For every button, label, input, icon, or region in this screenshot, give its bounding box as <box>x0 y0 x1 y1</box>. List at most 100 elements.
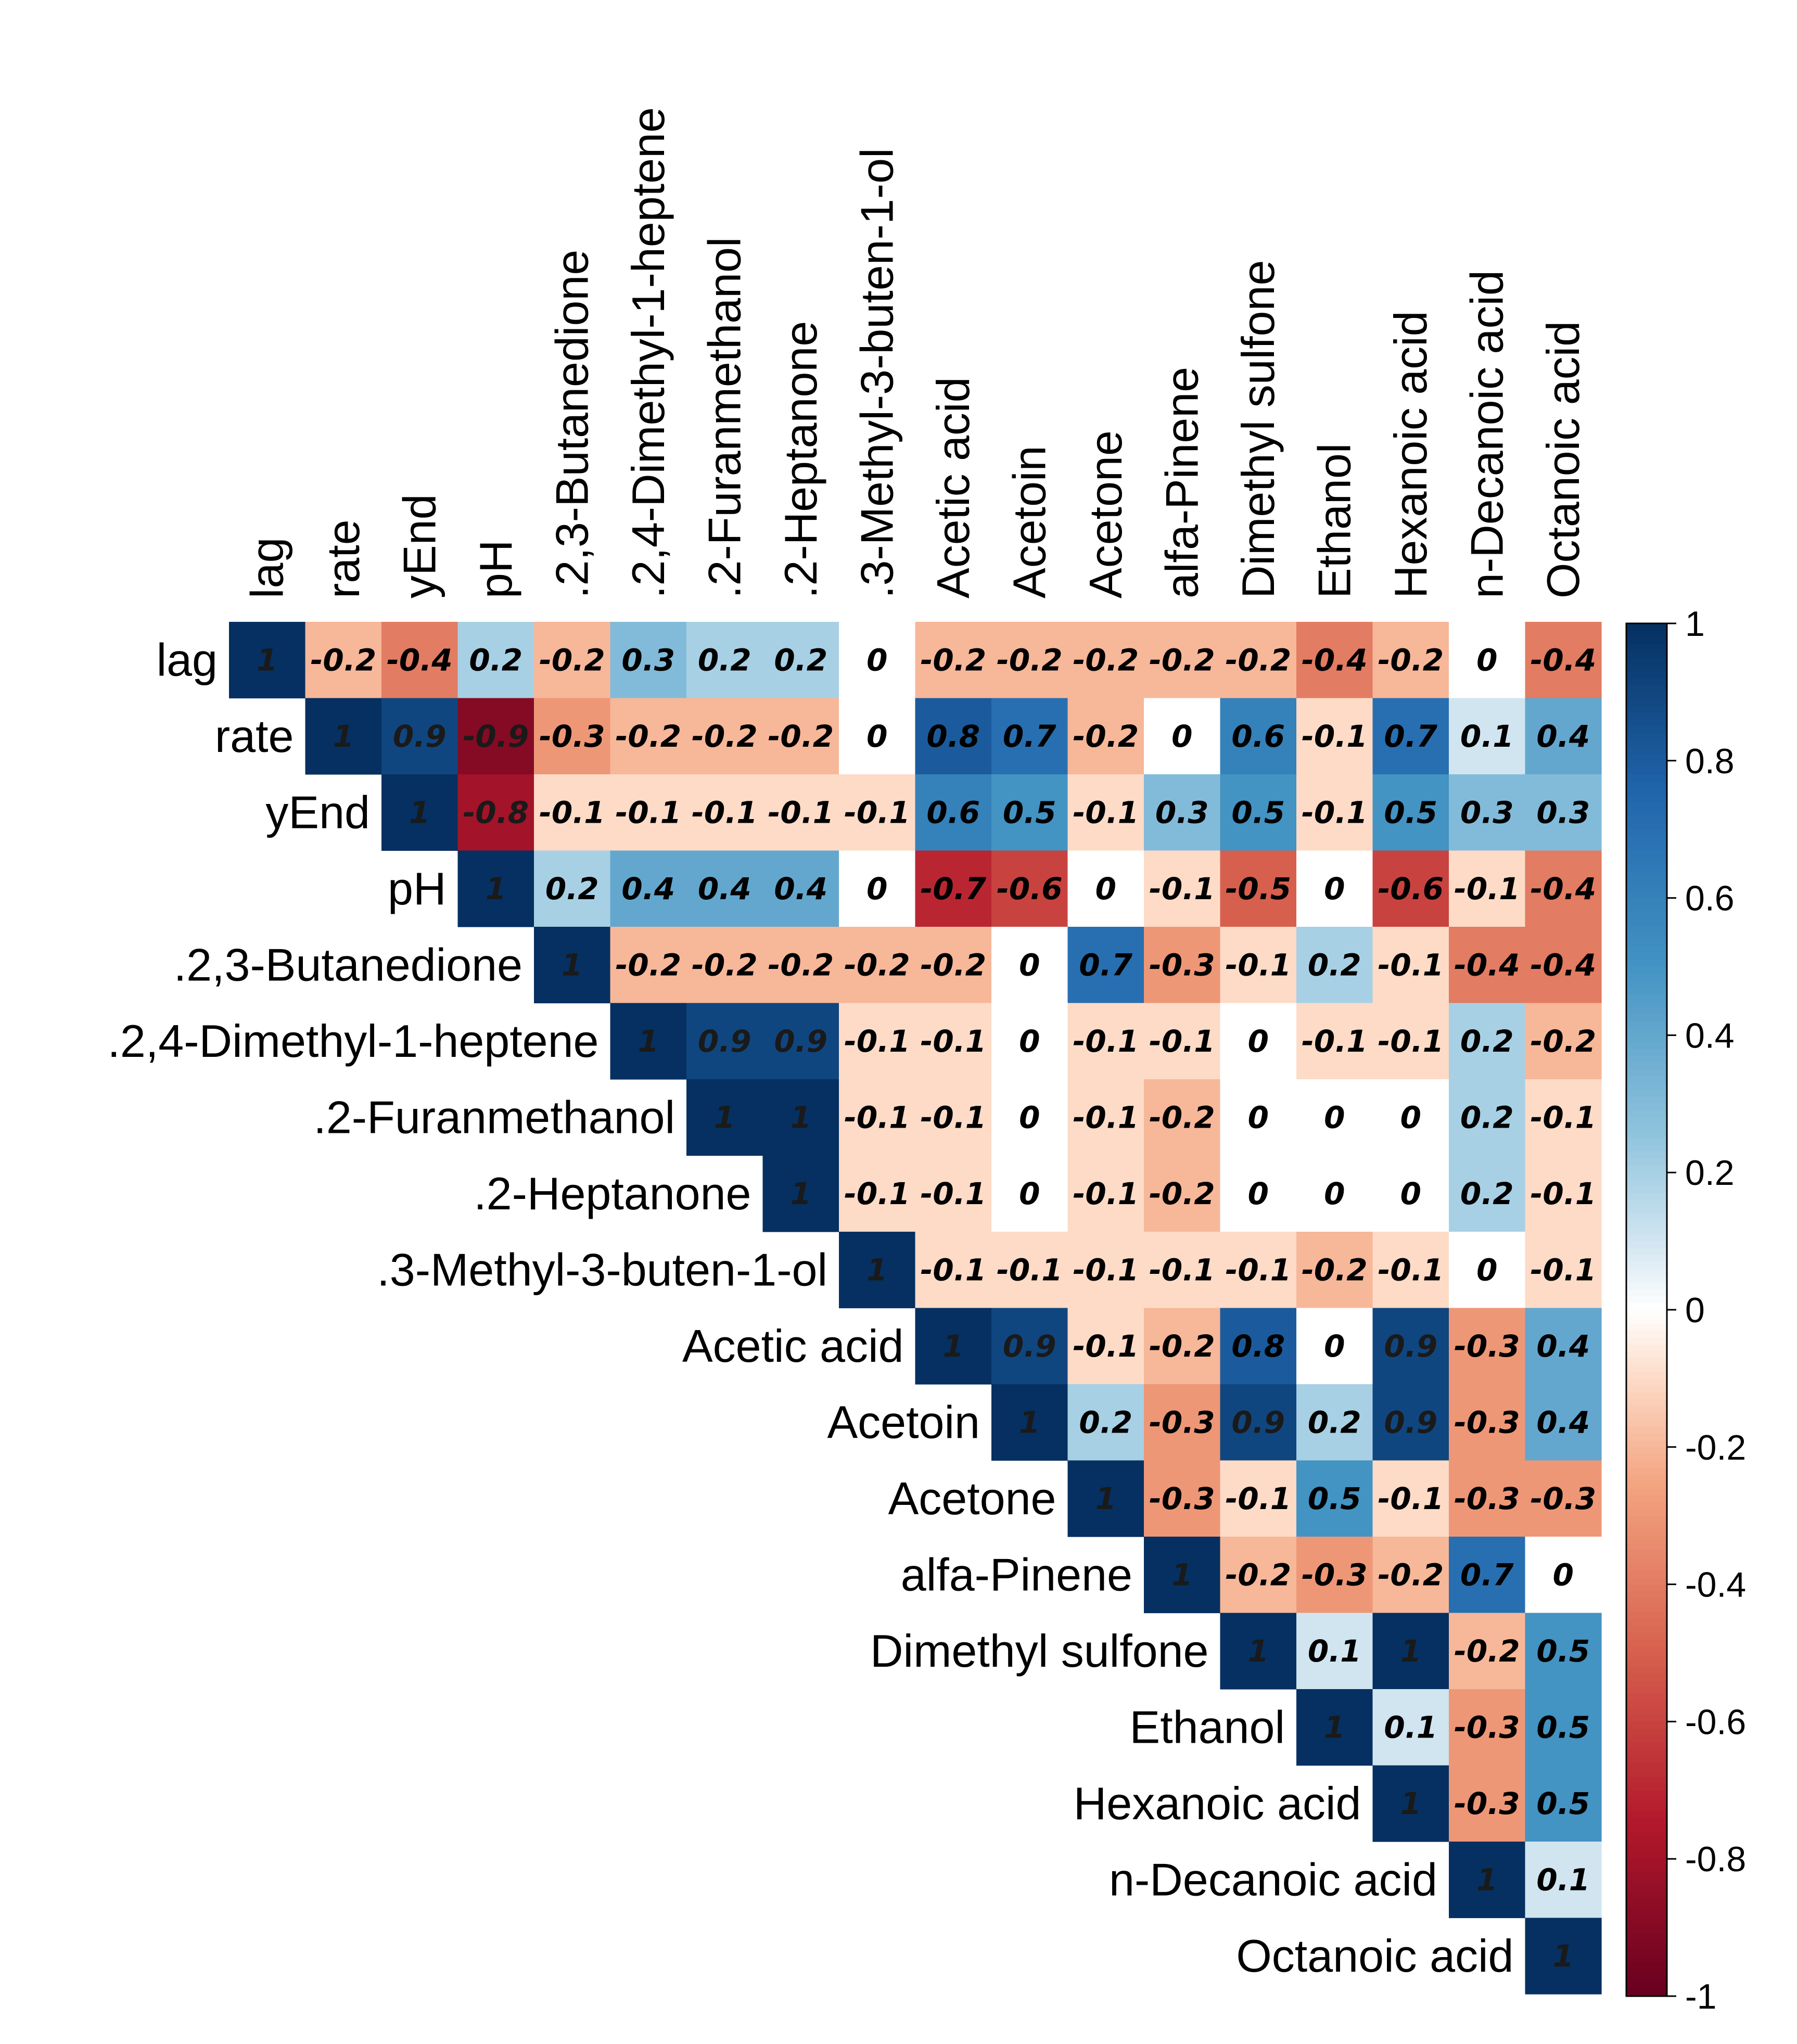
cell-value-label: -0.1 <box>1302 1024 1368 1059</box>
heatmap-cell <box>686 774 763 851</box>
cell-value-label: -0.2 <box>844 947 910 982</box>
cell-value-label: -0.1 <box>1378 1252 1444 1287</box>
legend-gradient-band <box>1626 1556 1667 1564</box>
heatmap-cell <box>915 1079 992 1156</box>
legend-gradient-band <box>1626 863 1667 871</box>
heatmap-cell <box>1372 1689 1449 1766</box>
cell-value-label: 0 <box>1324 871 1345 906</box>
cell-value-label: 0.8 <box>1231 1328 1285 1364</box>
heatmap-cell <box>915 1155 992 1232</box>
heatmap-cell <box>915 698 992 775</box>
heatmap-cell <box>762 698 839 775</box>
cell-value-label: 1 <box>1553 1938 1574 1974</box>
heatmap-cell <box>1372 622 1449 699</box>
heatmap-cell <box>991 1155 1068 1232</box>
legend-gradient-band <box>1626 1049 1667 1056</box>
legend-gradient-band <box>1626 1392 1667 1400</box>
heatmap-cell <box>610 622 687 699</box>
legend-gradient-band <box>1626 1639 1667 1647</box>
legend-gradient-band <box>1626 781 1667 789</box>
cell-value-label: -0.1 <box>1149 1252 1215 1287</box>
heatmap-cell <box>762 1155 839 1232</box>
legend-gradient-band <box>1626 1502 1667 1510</box>
legend-gradient-band <box>1626 1659 1667 1667</box>
cell-value-label: 0 <box>1476 642 1497 678</box>
heatmap-cell <box>1372 1232 1449 1309</box>
cell-value-label: 0.2 <box>698 642 751 678</box>
cell-value-label: 0.9 <box>393 719 447 754</box>
legend-gradient-band <box>1626 836 1667 844</box>
heatmap-cell <box>1067 1232 1144 1309</box>
legend-gradient-band <box>1626 1612 1667 1619</box>
heatmap-cell <box>1067 1384 1144 1461</box>
legend-gradient-band <box>1626 1515 1667 1523</box>
legend-gradient-band <box>1626 904 1667 912</box>
heatmap-cell <box>991 622 1068 699</box>
cell-value-label: 0.4 <box>698 871 751 906</box>
legend-gradient-band <box>1626 1982 1667 1990</box>
cell-value-label: 1 <box>1248 1633 1269 1669</box>
legend-gradient-band <box>1626 1866 1667 1873</box>
legend-gradient-band <box>1626 1708 1667 1716</box>
legend-gradient-band <box>1626 1199 1667 1207</box>
heatmap-cell <box>1449 1537 1526 1614</box>
legend-gradient-band <box>1626 774 1667 782</box>
heatmap-cell <box>991 774 1068 851</box>
column-label-hexanoic-acid: Hexanoic acid <box>1385 311 1436 598</box>
legend-gradient-band <box>1626 1179 1667 1187</box>
legend-gradient-band <box>1626 1735 1667 1743</box>
legend-gradient-band <box>1626 1302 1667 1310</box>
cell-value-label: -0.1 <box>768 795 834 830</box>
cell-value-label: 0.5 <box>1536 1786 1590 1821</box>
heatmap-cell <box>1449 1689 1526 1766</box>
cell-value-label: 0 <box>1553 1557 1574 1592</box>
cell-value-label: 0 <box>1324 1176 1345 1211</box>
heatmap-cell <box>1525 1765 1602 1842</box>
cell-value-label: -0.3 <box>1302 1557 1368 1592</box>
cell-value-label: 0 <box>1248 1176 1269 1211</box>
legend-tick-label: -0.4 <box>1685 1565 1746 1605</box>
heatmap-cell <box>1525 1689 1602 1766</box>
heatmap-cell <box>1525 1003 1602 1080</box>
legend-gradient-band <box>1626 1420 1667 1427</box>
heatmap-cell <box>991 1232 1068 1309</box>
legend-gradient-band <box>1626 1234 1667 1242</box>
legend-gradient-band <box>1626 1268 1667 1276</box>
legend-gradient-band <box>1626 1323 1667 1331</box>
heatmap-cell <box>1372 1384 1449 1461</box>
cell-value-label: 1 <box>714 1100 735 1135</box>
legend-gradient-band <box>1626 1207 1667 1215</box>
heatmap-cell <box>457 850 534 927</box>
heatmap-cell <box>1296 1155 1373 1232</box>
column-label-ethanol: Ethanol <box>1308 443 1360 598</box>
cell-value-label: -0.2 <box>615 719 681 754</box>
cell-value-label: 0.9 <box>698 1024 751 1059</box>
heatmap-cell <box>1525 1155 1602 1232</box>
cell-value-label: 0.9 <box>1231 1404 1285 1440</box>
legend-gradient-band <box>1626 1426 1667 1434</box>
heatmap-cell <box>762 622 839 699</box>
row-label-2-3-butanedione: .2,3-Butanedione <box>174 939 522 990</box>
cell-value-label: 1 <box>562 947 582 982</box>
heatmap-cell <box>915 1003 992 1080</box>
heatmap-cell <box>1372 1155 1449 1232</box>
heatmap-cell <box>1449 1460 1526 1537</box>
heatmap-cell <box>1220 850 1297 927</box>
legend-gradient-band <box>1626 1021 1667 1029</box>
row-label-lag: lag <box>157 634 218 685</box>
legend-gradient-band <box>1626 1495 1667 1503</box>
heatmap-cell <box>1296 1308 1373 1385</box>
legend-gradient-band <box>1626 1481 1667 1489</box>
heatmap-cell <box>1144 1155 1221 1232</box>
legend-gradient-band <box>1626 1831 1667 1839</box>
column-label-acetoin: Acetoin <box>1003 445 1055 598</box>
legend-gradient-band <box>1626 1550 1667 1557</box>
heatmap-cell <box>1372 1003 1449 1080</box>
cell-value-label: 0.7 <box>1460 1557 1514 1592</box>
heatmap-cell <box>381 698 458 775</box>
cell-value-label: -0.2 <box>539 642 605 678</box>
legend-gradient-band <box>1626 1364 1667 1372</box>
legend-gradient-band <box>1626 1934 1667 1942</box>
heatmap-cell <box>610 850 687 927</box>
heatmap-cell <box>1296 1613 1373 1690</box>
